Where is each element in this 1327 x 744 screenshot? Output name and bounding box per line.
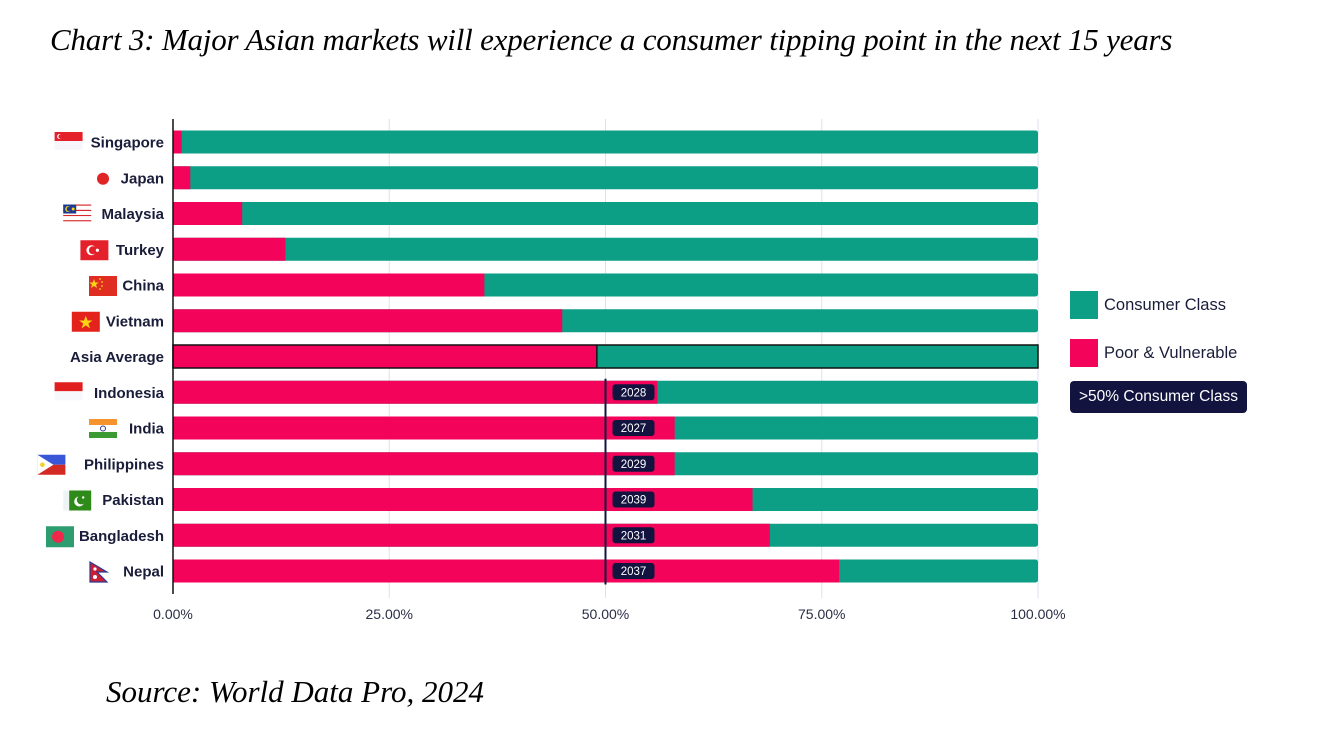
category-label: Philippines (84, 456, 164, 473)
category-label: Asia Average (70, 349, 164, 366)
legend-item-poor: Poor & Vulnerable (1070, 339, 1247, 367)
tipping-year-badge-bg (612, 527, 655, 544)
bar-consumer-class (173, 202, 1038, 225)
tipping-year-label: 2031 (621, 530, 647, 542)
tipping-year-label: 2029 (621, 459, 647, 471)
tipping-year-badge: 2028 (612, 384, 655, 401)
category-labels: Singapore Japan Malaysia Turkey China Vietnam… (70, 135, 165, 581)
category-label: China (122, 278, 164, 295)
x-tick-label: 100.00% (1010, 606, 1065, 622)
tipping-year-badge-bg (612, 563, 655, 579)
bar-poor-vulnerable (173, 130, 182, 154)
bar-consumer-class (173, 166, 1038, 190)
bar-poor-vulnerable (173, 345, 597, 368)
tipping-year-badge: 2029 (612, 455, 655, 472)
legend-badge-majority-consumer: >50% Consumer Class (1070, 381, 1247, 413)
bar-poor-vulnerable (173, 166, 191, 190)
china-flag-icon (89, 276, 117, 296)
japan-flag-icon (97, 172, 109, 185)
bangladesh-flag-icon (46, 526, 74, 548)
tipping-year-badge: 2039 (612, 491, 655, 508)
category-label: Malaysia (101, 206, 164, 223)
singapore-flag-icon (54, 132, 83, 150)
source-note: Source: World Data Pro, 2024 (106, 674, 485, 709)
chart-title: Chart 3: Major Asian markets will experi… (50, 22, 1173, 57)
legend-swatch-consumer (1070, 291, 1098, 319)
tipping-year-badge-bg (612, 491, 655, 508)
category-label: Vietnam (106, 313, 164, 330)
category-label: Indonesia (94, 385, 165, 402)
india-flag-icon (89, 419, 117, 438)
philippines-flag-icon (37, 454, 66, 475)
bar-consumer-class (173, 237, 1038, 261)
category-label: Singapore (91, 135, 164, 152)
bar-consumer-class (173, 130, 1038, 154)
bar-poor-vulnerable (173, 416, 675, 440)
legend: Consumer Class Poor & Vulnerable >50% Co… (1070, 291, 1247, 413)
bar-poor-vulnerable (173, 273, 485, 297)
legend-label-poor: Poor & Vulnerable (1104, 343, 1238, 362)
category-label: Turkey (116, 242, 165, 259)
tipping-year-label: 2037 (621, 566, 647, 578)
turkey-flag-icon (80, 240, 109, 261)
legend-label-consumer: Consumer Class (1104, 295, 1226, 314)
vietnam-flag-icon (71, 311, 100, 332)
malaysia-flag-icon (63, 204, 92, 223)
nepal-flag-icon (89, 560, 110, 583)
bar-poor-vulnerable (173, 452, 675, 476)
bar-poor-vulnerable (173, 559, 840, 583)
x-tick-label: 0.00% (153, 606, 193, 622)
axes: 0.00% 25.00% 50.00% 75.00% 100.00% (153, 119, 1066, 622)
flags (37, 132, 117, 583)
x-tick-label: 75.00% (798, 606, 845, 622)
tipping-year-label: 2039 (621, 495, 647, 507)
bar-poor-vulnerable (173, 380, 658, 404)
bar-poor-vulnerable (173, 202, 243, 225)
legend-item-consumer: Consumer Class (1070, 291, 1247, 319)
category-label: Pakistan (102, 492, 164, 509)
legend-swatch-poor (1070, 339, 1098, 367)
category-label: India (129, 421, 165, 438)
tipping-year-badge: 2031 (612, 527, 655, 544)
bar-poor-vulnerable (173, 523, 770, 547)
bar-poor-vulnerable (173, 488, 753, 511)
pakistan-flag-icon (63, 490, 92, 511)
tipping-year-label: 2027 (621, 423, 647, 435)
tipping-year-badge-bg (612, 384, 655, 401)
bar-poor-vulnerable (173, 237, 286, 261)
category-label: Japan (121, 170, 164, 187)
x-tick-label: 50.00% (582, 606, 629, 622)
tipping-year-label: 2028 (621, 387, 647, 399)
category-label: Bangladesh (79, 528, 164, 545)
indonesia-flag-icon (54, 382, 83, 401)
bar-poor-vulnerable (173, 309, 563, 333)
tipping-year-badge-bg (612, 420, 655, 436)
category-label: Nepal (123, 564, 164, 581)
tipping-year-badge: 2027 (612, 420, 655, 436)
tipping-year-badge: 2037 (612, 563, 655, 579)
x-tick-label: 25.00% (366, 606, 413, 622)
tipping-year-badge-bg (612, 455, 655, 472)
